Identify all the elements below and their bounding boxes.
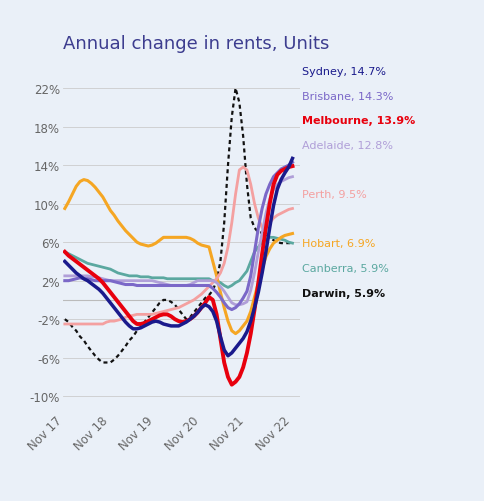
Text: Darwin, 5.9%: Darwin, 5.9% (302, 288, 386, 298)
Text: Melbourne, 13.9%: Melbourne, 13.9% (302, 116, 416, 126)
Text: Adelaide, 12.8%: Adelaide, 12.8% (302, 141, 393, 151)
Text: Brisbane, 14.3%: Brisbane, 14.3% (302, 92, 394, 102)
Text: Perth, 9.5%: Perth, 9.5% (302, 190, 367, 200)
Text: Annual change in rents, Units: Annual change in rents, Units (63, 35, 329, 53)
Text: Sydney, 14.7%: Sydney, 14.7% (302, 67, 386, 77)
Text: Canberra, 5.9%: Canberra, 5.9% (302, 264, 389, 274)
Text: Hobart, 6.9%: Hobart, 6.9% (302, 239, 376, 249)
